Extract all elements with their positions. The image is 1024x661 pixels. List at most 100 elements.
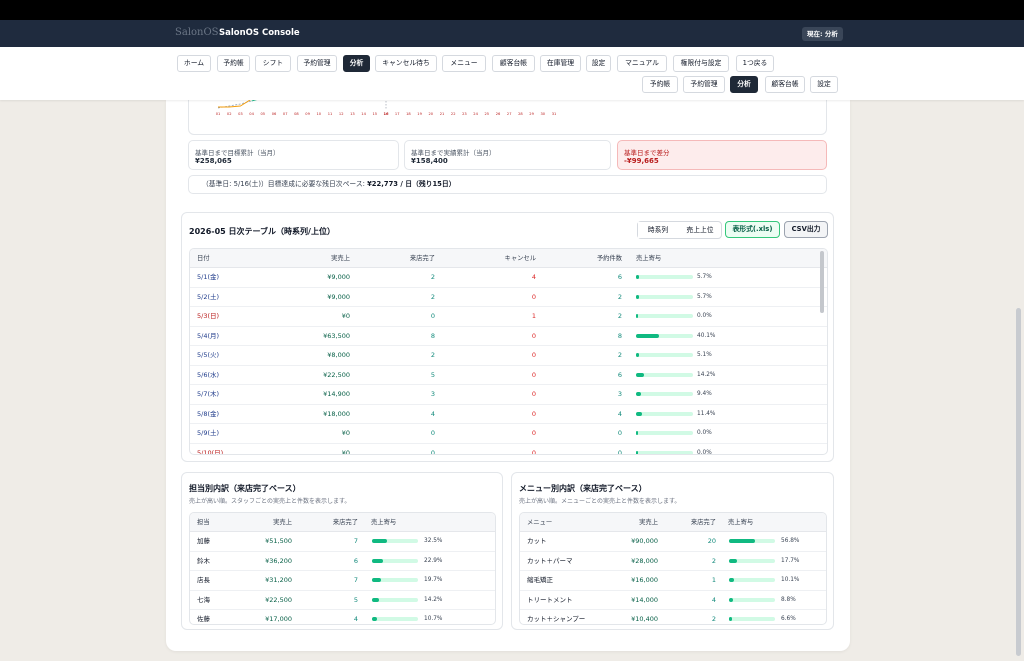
cancels-cell: 0 — [531, 448, 536, 455]
staff-name-cell: 鈴木 — [197, 556, 210, 565]
actual-series-line — [218, 100, 251, 108]
x-tick-label: 04 — [249, 112, 254, 116]
share-bar-fill — [636, 314, 638, 318]
share-bar — [729, 597, 775, 602]
export-csv-button[interactable]: CSV出力 — [784, 221, 828, 238]
sales-cell: ¥8,000 — [327, 351, 350, 359]
col-bookings: 予約件数 — [596, 255, 622, 262]
sub-nav-button[interactable]: 設定 — [810, 76, 838, 93]
nav-button[interactable]: メニュー — [442, 55, 486, 72]
share-bar — [729, 558, 775, 563]
share-percent: 5.7% — [697, 293, 712, 300]
x-tick-label: 13 — [350, 112, 355, 116]
daily-table-scrollbar[interactable] — [820, 251, 824, 313]
export-xls-button[interactable]: 表形式(.xls) — [725, 221, 780, 238]
x-tick-label: 08 — [294, 112, 299, 116]
kpi-actual-cumulative: 基準日まで実績累計（当月） ¥158,400 — [404, 140, 611, 170]
bookings-cell: 2 — [617, 312, 622, 320]
kpi-value: -¥99,665 — [624, 157, 659, 165]
share-bar-fill — [372, 597, 379, 602]
nav-button[interactable]: 権限付与設定 — [673, 55, 729, 72]
share-percent: 6.6% — [781, 616, 796, 622]
date-cell: 5/2(土) — [197, 292, 220, 301]
sub-nav-button[interactable]: 予約管理 — [683, 76, 725, 93]
table-row: 鈴木 ¥36,200 6 22.9% — [190, 552, 495, 571]
table-row: 七海 ¥22,500 5 14.2% — [190, 591, 495, 610]
share-bar-fill — [636, 333, 659, 338]
nav-button[interactable]: ホーム — [177, 55, 211, 72]
col-visits: 来店完了 — [690, 519, 716, 526]
share-percent: 40.1% — [697, 332, 716, 339]
date-cell: 5/1(金) — [197, 273, 220, 281]
x-tick-label: 10 — [317, 112, 322, 116]
bookings-cell: 0 — [617, 448, 622, 455]
visits-cell: 8 — [430, 331, 435, 340]
visits-cell: 1 — [711, 576, 716, 584]
x-tick-label: 11 — [328, 112, 333, 116]
share-percent: 10.7% — [424, 616, 443, 622]
visits-cell: 0 — [430, 429, 435, 437]
date-cell: 5/9(土) — [197, 429, 220, 437]
sub-nav-button[interactable]: 顧客台帳 — [765, 76, 805, 93]
x-tick-label: 19 — [417, 112, 422, 116]
trend-chart-svg: 01 02 03 04 05 06 07 08 09 10 11 12 13 14 15 16 17 18 19 20… — [216, 100, 556, 116]
nav-button[interactable]: マニュアル — [617, 55, 667, 72]
nav-button[interactable]: 設定 — [586, 55, 611, 72]
visits-cell: 7 — [353, 537, 358, 545]
x-tick-label: 23 — [462, 112, 467, 116]
nav-button[interactable]: 予約管理 — [297, 55, 337, 72]
share-percent: 14.2% — [697, 371, 716, 378]
table-row: 5/1(金) ¥9,000 2 4 6 5.7% — [190, 268, 827, 288]
nav-button[interactable]: 1つ戻る — [736, 55, 774, 72]
nav-button[interactable]: 在庫管理 — [540, 55, 581, 72]
sub-nav-button[interactable]: 予約帳 — [642, 76, 678, 93]
kpi-value: ¥158,400 — [411, 157, 448, 165]
share-percent: 11.4% — [697, 410, 716, 417]
current-page-badge: 現在: 分析 — [802, 27, 843, 41]
share-bar — [636, 431, 693, 435]
x-tick-label: 22 — [451, 112, 456, 116]
sales-cell: ¥17,000 — [265, 615, 292, 623]
cancels-cell: 0 — [531, 409, 536, 418]
sales-cell: ¥16,000 — [631, 576, 658, 584]
share-percent: 8.8% — [781, 596, 796, 603]
date-cell: 5/7(木) — [197, 390, 220, 398]
trend-chart: 01 02 03 04 05 06 07 08 09 10 11 12 13 14 15 16 17 18 19 20… — [188, 100, 827, 135]
visits-cell: 2 — [430, 273, 435, 281]
visits-cell: 5 — [430, 370, 435, 379]
nav-button[interactable]: 予約帳 — [217, 55, 250, 72]
page-scrollbar[interactable] — [1016, 308, 1021, 656]
x-tick-label: 17 — [395, 112, 400, 116]
bookings-cell: 2 — [617, 292, 622, 301]
share-bar — [636, 275, 693, 279]
sales-cell: ¥0 — [341, 448, 350, 455]
sales-cell: ¥90,000 — [631, 537, 658, 545]
bookings-cell: 4 — [617, 409, 622, 418]
x-tick-label: 24 — [473, 112, 478, 116]
pace-note-prefix: （基準日: 5/16(土)）目標達成に必要な残日次ペース: — [202, 180, 365, 188]
x-tick-label: 12 — [339, 112, 344, 116]
col-staff: 担当 — [197, 519, 210, 526]
nav-button[interactable]: シフト — [255, 55, 291, 72]
nav-button[interactable]: 顧客台帳 — [492, 55, 535, 72]
staff-breakdown-card: 担当別内訳（来店完了ベース） 売上が高い順。スタッフごとの実売上と件数を表示しま… — [181, 472, 503, 630]
nav-button[interactable]: キャンセル待ち — [375, 55, 437, 72]
daily-table-card: 2026-05 日次テーブル（時系列/上位） 時系列 売上上位 表形式(.xls… — [181, 212, 834, 462]
sub-nav-button[interactable]: 分析 — [730, 76, 758, 93]
segment-top-sales[interactable]: 売上上位 — [686, 226, 714, 234]
segment-timeseries[interactable]: 時系列 — [638, 222, 678, 238]
share-bar — [372, 539, 418, 543]
sales-cell: ¥36,200 — [265, 556, 292, 565]
menu-table: メニュー 実売上 来店完了 売上寄与 カット ¥90,000 20 56.8% カット＋… — [519, 512, 827, 625]
x-tick-label: 02 — [227, 112, 232, 116]
share-bar-fill — [636, 392, 642, 396]
col-visits: 来店完了 — [332, 519, 358, 526]
sales-cell: ¥10,400 — [631, 615, 658, 623]
nav-button[interactable]: 分析 — [343, 55, 370, 72]
cancels-cell: 0 — [531, 351, 536, 359]
visits-cell: 2 — [711, 615, 716, 623]
date-cell: 5/3(日) — [197, 312, 220, 320]
staff-name-cell: 七海 — [197, 595, 210, 604]
bookings-cell: 6 — [617, 273, 622, 281]
share-bar — [636, 372, 693, 377]
